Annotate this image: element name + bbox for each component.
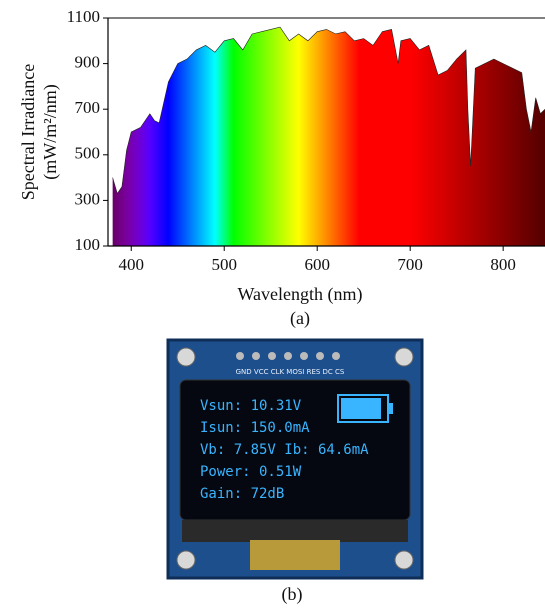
x-tick-label: 700	[397, 255, 423, 274]
mount-hole	[176, 347, 196, 367]
pin-labels: GND VCC CLK MOSI RES DC CS	[236, 368, 345, 376]
mount-hole	[176, 550, 196, 570]
oled-line: Isun: 150.0mA	[200, 420, 310, 436]
y-tick-label: 900	[75, 53, 101, 72]
screen-glass	[182, 520, 408, 542]
x-tick-label: 800	[490, 255, 516, 274]
caption: (a)	[290, 308, 310, 329]
oled-line: Vsun: 10.31V	[200, 398, 302, 414]
spectrum-line	[112, 26, 545, 195]
x-tick-label: 600	[304, 255, 330, 274]
ribbon	[250, 540, 340, 570]
oled-line: Gain: 72dB	[200, 486, 284, 502]
y-label-line: (mW/m²/nm)	[40, 84, 61, 179]
oled-photo: GND VCC CLK MOSI RES DC CS	[166, 338, 424, 580]
oled-line: Vb: 7.85V Ib: 64.6mA	[200, 442, 369, 458]
caption: (b)	[282, 584, 303, 605]
y-tick-label: 700	[75, 98, 101, 117]
x-tick-label: 400	[118, 255, 144, 274]
y-tick-label: 500	[75, 144, 101, 163]
y-tick-label: 100	[75, 235, 101, 254]
pin-row	[236, 352, 340, 360]
y-tick-label: 1100	[67, 7, 100, 26]
x-axis-label: Wavelength (nm)	[237, 284, 362, 305]
pcb-edge	[166, 338, 424, 580]
battery-tip	[388, 403, 393, 414]
mount-hole	[394, 347, 414, 367]
spectrum-area	[112, 27, 545, 246]
battery-level	[341, 398, 381, 419]
x-tick-label: 500	[211, 255, 237, 274]
oled-line: Power: 0.51W	[200, 464, 302, 480]
y-label-line: Spectral Irradiance	[18, 64, 38, 200]
y-axis-label: Spectral Irradiance (mW/m²/nm)	[18, 64, 61, 200]
mount-hole	[394, 550, 414, 570]
y-tick-label: 300	[75, 189, 101, 208]
